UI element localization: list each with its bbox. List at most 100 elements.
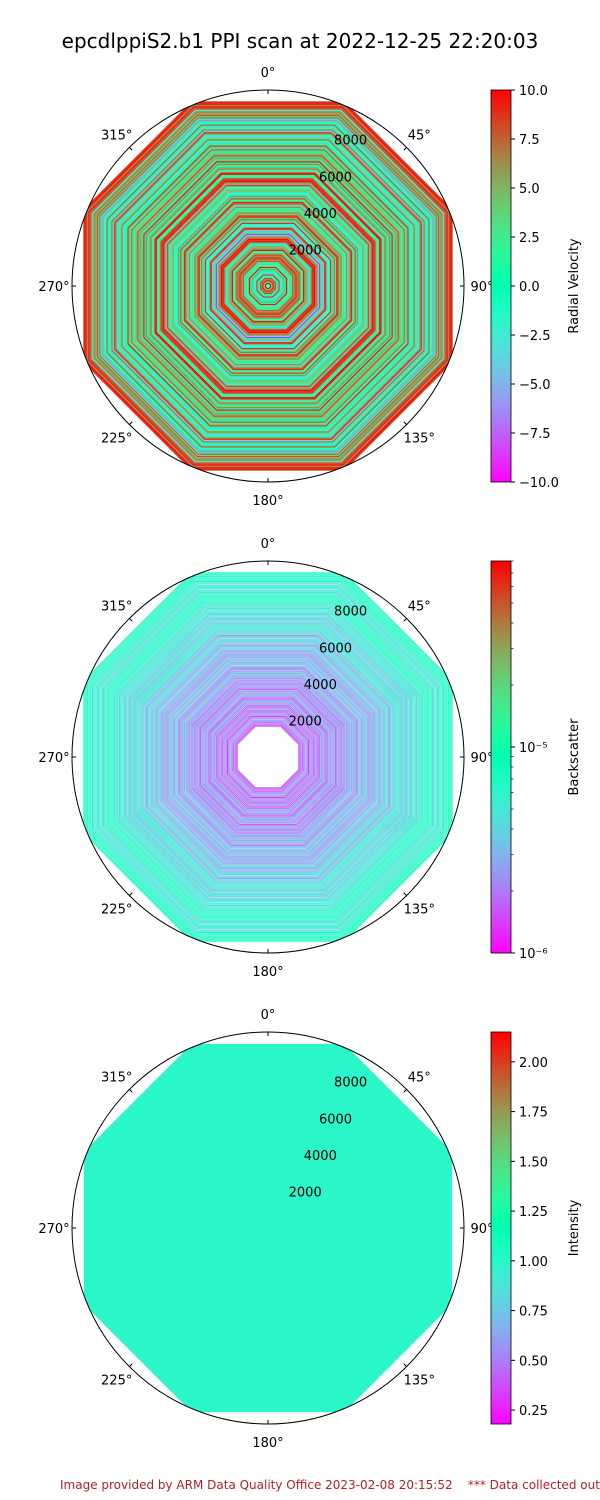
range-ring — [112, 130, 424, 442]
range-ring — [165, 183, 371, 389]
colorbar-tick-label: 2.5 — [519, 231, 540, 246]
range-ring — [96, 585, 440, 929]
range-ring — [139, 157, 397, 415]
range-ring — [264, 282, 272, 290]
range-ring — [125, 614, 411, 900]
colorbar-tick-label: −10.0 — [519, 476, 559, 491]
range-ring — [236, 254, 300, 318]
range-ring — [234, 252, 302, 320]
range-ring — [191, 680, 345, 834]
range-ring — [88, 106, 448, 466]
range-ring — [182, 671, 354, 843]
range-ring — [93, 111, 443, 461]
r-tick-label: 4000 — [304, 207, 337, 222]
range-ring — [94, 112, 442, 460]
range-ring — [150, 168, 386, 404]
range-ring — [121, 610, 415, 904]
range-ring — [175, 664, 361, 850]
range-ring — [132, 621, 404, 893]
range-ring — [204, 222, 332, 350]
range-ring — [229, 247, 307, 325]
range-ring — [99, 117, 437, 455]
r-tick-label: 8000 — [334, 1076, 367, 1091]
range-ring — [123, 612, 413, 902]
theta-tick — [129, 421, 133, 425]
colorbar-tick-label: 1.75 — [519, 1106, 548, 1121]
range-ring — [218, 707, 318, 807]
colorbar-tick-label: 0.0 — [519, 280, 540, 295]
range-ring — [122, 140, 414, 432]
colorbar-label: Backscatter — [567, 718, 582, 796]
range-ring — [209, 227, 327, 345]
range-ring — [157, 646, 379, 868]
range-ring — [111, 129, 425, 443]
range-ring — [87, 576, 449, 938]
range-ring — [105, 123, 431, 449]
range-ring — [121, 139, 415, 433]
range-ring — [123, 141, 413, 431]
range-ring — [120, 138, 416, 434]
range-ring — [224, 713, 312, 801]
r-tick-label: 2000 — [289, 714, 322, 729]
range-ring — [90, 579, 446, 935]
range-ring — [99, 588, 437, 926]
range-ring — [237, 255, 299, 317]
range-ring — [176, 194, 360, 378]
theta-tick-label: 90° — [470, 1222, 493, 1237]
range-ring — [128, 617, 408, 897]
range-ring — [212, 230, 324, 342]
range-ring — [235, 724, 301, 790]
range-ring — [161, 650, 375, 864]
theta-tick-label: 315° — [101, 600, 132, 615]
range-ring — [197, 686, 339, 828]
colorbar-tick-label: 7.5 — [519, 133, 540, 148]
range-ring — [170, 659, 366, 855]
colorbar-tick-label: 1.00 — [519, 1255, 548, 1270]
range-ring — [155, 644, 381, 870]
chart-title: epcdlppiS2.b1 PPI scan at 2022-12-25 22:… — [62, 29, 539, 53]
range-ring — [116, 605, 420, 909]
range-ring — [166, 184, 370, 388]
range-ring — [126, 615, 410, 899]
range-ring — [149, 167, 387, 405]
range-ring — [127, 616, 409, 898]
range-ring — [185, 203, 351, 369]
range-ring — [170, 188, 366, 384]
theta-tick-label: 0° — [261, 537, 276, 552]
range-ring — [117, 135, 419, 437]
r-tick-label: 2000 — [289, 243, 322, 258]
range-ring — [242, 260, 294, 312]
range-ring — [106, 595, 430, 919]
range-ring — [208, 697, 328, 817]
range-ring — [236, 725, 300, 789]
range-ring — [138, 156, 398, 416]
range-ring — [106, 124, 430, 448]
range-ring — [151, 169, 385, 403]
colorbar-tick-label: 10⁻⁵ — [519, 741, 548, 756]
range-ring — [107, 125, 429, 447]
range-ring — [160, 178, 376, 394]
range-ring — [217, 706, 319, 808]
r-tick-label: 2000 — [289, 1185, 322, 1200]
range-ring — [134, 152, 402, 420]
panel-radial-velocity: 0° 45° 90° 135° 180° 225° 270° 315° 2000 4000 6000… — [38, 66, 582, 509]
range-ring — [103, 592, 433, 922]
range-ring — [210, 228, 326, 344]
range-ring — [228, 717, 308, 797]
range-ring — [223, 712, 313, 802]
theta-tick — [403, 892, 407, 896]
range-ring — [193, 211, 343, 361]
range-ring — [109, 598, 427, 916]
r-tick-label: 4000 — [304, 678, 337, 693]
theta-tick-label: 225° — [101, 431, 132, 446]
r-tick-label: 4000 — [304, 1149, 337, 1164]
range-ring — [146, 635, 390, 879]
range-ring — [131, 620, 405, 894]
theta-tick-label: 90° — [470, 280, 493, 295]
range-ring — [173, 662, 363, 852]
range-ring — [179, 668, 357, 846]
range-ring — [224, 242, 312, 330]
range-ring — [140, 158, 396, 414]
range-ring — [188, 677, 348, 837]
